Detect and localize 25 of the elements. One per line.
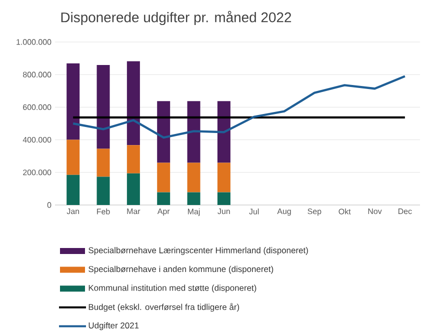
bar — [126, 145, 140, 174]
bar — [66, 140, 80, 175]
bar — [96, 176, 110, 205]
bar — [157, 162, 170, 192]
bar — [126, 173, 140, 205]
legend-label: Kommunal institution med støtte (disponeret) — [88, 284, 256, 293]
bar — [157, 192, 170, 205]
bar — [217, 101, 230, 163]
legend-label: Specialbørnehave i anden kommune (disponeret) — [88, 266, 274, 274]
bar — [126, 61, 140, 146]
line-series — [72, 75, 406, 139]
bar — [96, 148, 110, 177]
legend-label: Specialbørnehave Læringscenter Himmerland (disponeret) — [88, 247, 308, 255]
legend-label: Udgifter 2021 — [88, 322, 139, 330]
bar — [96, 64, 110, 149]
legend-label: Budget (ekskl. overførsel fra tidligere år) — [88, 303, 240, 312]
bar — [217, 162, 230, 192]
bar — [66, 174, 80, 205]
bar — [66, 63, 80, 140]
bar — [217, 192, 230, 205]
chart-title: Disponerede udgifter pr. måned 2022 — [61, 10, 292, 26]
bar — [187, 162, 200, 192]
bar — [187, 192, 200, 205]
bar — [157, 101, 170, 163]
bar — [187, 101, 200, 163]
